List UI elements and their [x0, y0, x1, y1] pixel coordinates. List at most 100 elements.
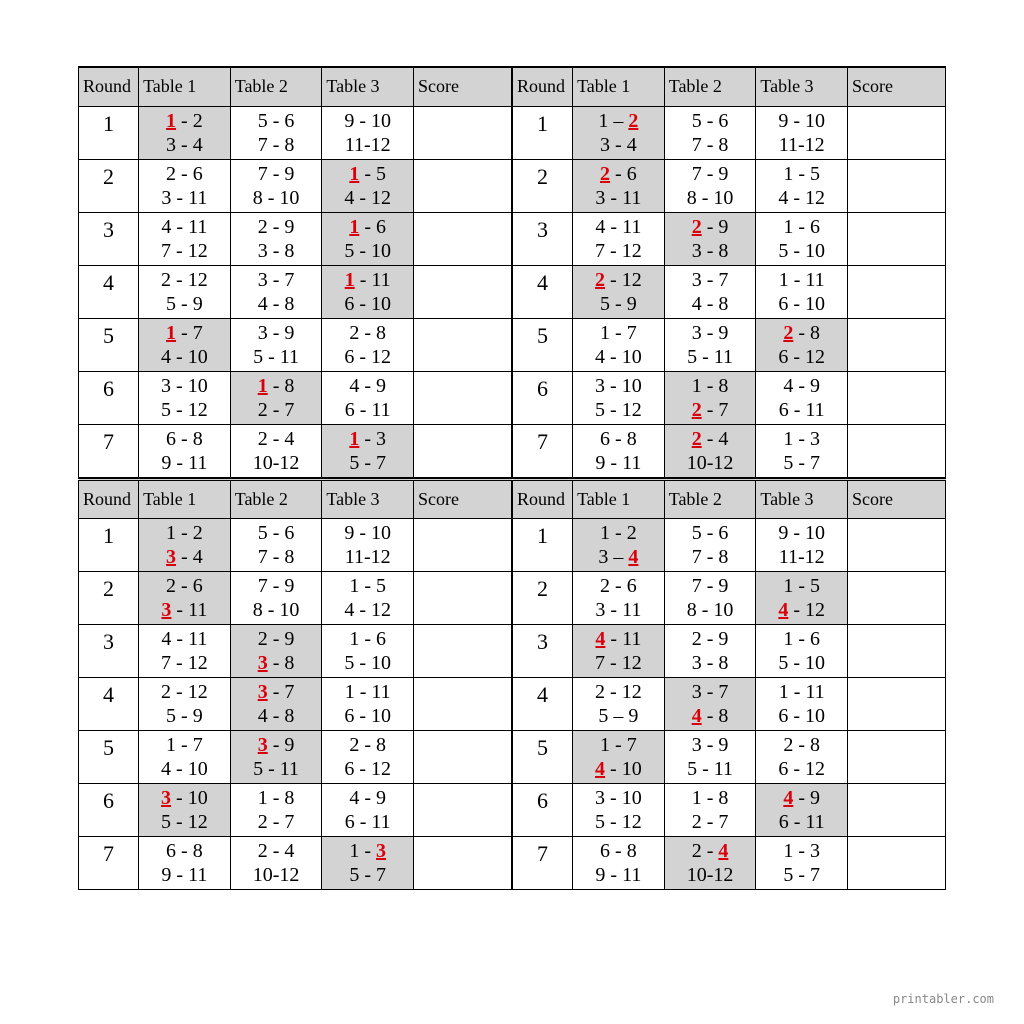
pairing-cell: 2 - 410-12: [230, 424, 322, 477]
round-number: 6: [79, 784, 139, 837]
score-cell[interactable]: [413, 265, 511, 318]
round-number: 7: [79, 424, 139, 477]
footer-attribution: printabler.com: [893, 992, 994, 1006]
round-number: 5: [79, 731, 139, 784]
pairing-cell: 9 - 1011-12: [322, 519, 414, 572]
col-header-t1: Table 1: [573, 67, 665, 106]
table-row: 51 - 74 - 103 - 95 - 112 - 86 - 12: [513, 731, 946, 784]
score-cell[interactable]: [847, 159, 945, 212]
pairing-cell: 9 - 1011-12: [756, 106, 848, 159]
round-number: 7: [513, 837, 573, 890]
score-cell[interactable]: [413, 837, 511, 890]
table-row: 22 - 63 - 117 - 98 - 101 - 54 - 12: [513, 159, 946, 212]
score-cell[interactable]: [847, 784, 945, 837]
score-cell[interactable]: [413, 318, 511, 371]
pairing-cell: 4 - 96 - 11: [756, 371, 848, 424]
table-row: 34 - 117 - 122 - 93 - 81 - 65 - 10: [513, 212, 946, 265]
score-cell[interactable]: [413, 572, 511, 625]
pairing-cell: 4 - 117 - 12: [573, 212, 665, 265]
score-cell[interactable]: [847, 318, 945, 371]
pairing-cell: 2 - 125 - 9: [573, 265, 665, 318]
col-header-t1: Table 1: [573, 479, 665, 519]
table-row: 22 - 63 - 117 - 98 - 101 - 54 - 12: [513, 572, 946, 625]
score-cell[interactable]: [847, 625, 945, 678]
pairing-cell: 1 - 23 - 4: [139, 519, 231, 572]
pairing-cell: 4 - 96 - 11: [322, 371, 414, 424]
score-cell[interactable]: [413, 159, 511, 212]
score-cell[interactable]: [413, 678, 511, 731]
round-number: 4: [79, 265, 139, 318]
pairing-cell: 1 - 54 - 12: [322, 572, 414, 625]
pairing-cell: 4 - 96 - 11: [322, 784, 414, 837]
score-cell[interactable]: [413, 371, 511, 424]
pairing-cell: 6 - 89 - 11: [139, 837, 231, 890]
table-row: 22 - 63 - 117 - 98 - 101 - 54 - 12: [79, 159, 512, 212]
pairing-cell: 1 - 35 - 7: [322, 424, 414, 477]
table-row: 51 - 74 - 103 - 95 - 112 - 86 - 12: [79, 318, 512, 371]
pairing-cell: 6 - 89 - 11: [139, 424, 231, 477]
pairing-cell: 3 - 74 - 8: [664, 265, 756, 318]
round-number: 6: [79, 371, 139, 424]
pairing-cell: 1 - 74 - 10: [139, 318, 231, 371]
col-header-t3: Table 3: [756, 479, 848, 519]
round-number: 6: [513, 784, 573, 837]
pairing-cell: 2 - 63 - 11: [139, 159, 231, 212]
round-number: 2: [79, 159, 139, 212]
score-cell[interactable]: [847, 519, 945, 572]
col-header-score: Score: [413, 479, 511, 519]
score-cell[interactable]: [847, 106, 945, 159]
score-cell[interactable]: [847, 265, 945, 318]
table-row: 63 - 105 - 121 - 82 - 74 - 96 - 11: [513, 371, 946, 424]
pairing-cell: 1 - 116 - 10: [322, 265, 414, 318]
score-cell[interactable]: [413, 731, 511, 784]
pairing-cell: 4 - 117 - 12: [139, 625, 231, 678]
score-cell[interactable]: [413, 784, 511, 837]
score-cell[interactable]: [413, 212, 511, 265]
pairing-cell: 7 - 98 - 10: [230, 572, 322, 625]
score-cell[interactable]: [413, 625, 511, 678]
pairing-cell: 2 - 63 - 11: [573, 159, 665, 212]
score-cell[interactable]: [847, 731, 945, 784]
round-number: 3: [79, 625, 139, 678]
col-header-t3: Table 3: [322, 479, 414, 519]
round-number: 1: [513, 519, 573, 572]
score-cell[interactable]: [847, 572, 945, 625]
col-header-round: Round: [513, 67, 573, 106]
pairing-cell: 1 - 54 - 12: [756, 572, 848, 625]
pairing-cell: 1 - 82 - 7: [664, 784, 756, 837]
pairing-cell: 3 - 74 - 8: [230, 678, 322, 731]
pairing-cell: 6 - 89 - 11: [573, 424, 665, 477]
pairing-cell: 2 - 410-12: [664, 837, 756, 890]
round-number: 5: [513, 318, 573, 371]
table-row: 34 - 117 - 122 - 93 - 81 - 65 - 10: [79, 625, 512, 678]
score-cell[interactable]: [413, 519, 511, 572]
score-cell[interactable]: [847, 837, 945, 890]
col-header-score: Score: [413, 67, 511, 106]
round-number: 2: [513, 159, 573, 212]
table-row: 76 - 89 - 112 - 410-121 - 35 - 7: [513, 837, 946, 890]
score-cell[interactable]: [413, 106, 511, 159]
pairing-cell: 2 - 93 - 8: [230, 212, 322, 265]
score-cell[interactable]: [847, 678, 945, 731]
pairing-cell: 1 - 82 - 7: [664, 371, 756, 424]
pairing-cell: 1 - 35 - 7: [756, 424, 848, 477]
col-header-t2: Table 2: [664, 67, 756, 106]
pairing-cell: 1 - 82 - 7: [230, 784, 322, 837]
pairing-cell: 3 - 105 - 12: [573, 784, 665, 837]
table-row: 11 - 23 - 45 - 67 - 89 - 1011-12: [79, 519, 512, 572]
score-cell[interactable]: [413, 424, 511, 477]
pairing-cell: 7 - 98 - 10: [230, 159, 322, 212]
col-header-round: Round: [79, 67, 139, 106]
score-cell[interactable]: [847, 424, 945, 477]
table-row: 22 - 63 - 117 - 98 - 101 - 54 - 12: [79, 572, 512, 625]
pairing-cell: 3 - 105 - 12: [139, 784, 231, 837]
pairing-cell: 4 - 117 - 12: [139, 212, 231, 265]
pairing-cell: 2 - 93 - 8: [664, 212, 756, 265]
score-cell[interactable]: [847, 212, 945, 265]
score-cell[interactable]: [847, 371, 945, 424]
pairing-cell: 3 - 95 - 11: [230, 318, 322, 371]
pairing-cell: 2 - 410-12: [230, 837, 322, 890]
round-number: 5: [79, 318, 139, 371]
table-row: 11 – 23 - 45 - 67 - 89 - 1011-12: [513, 106, 946, 159]
table-row: 63 - 105 - 121 - 82 - 74 - 96 - 11: [79, 371, 512, 424]
